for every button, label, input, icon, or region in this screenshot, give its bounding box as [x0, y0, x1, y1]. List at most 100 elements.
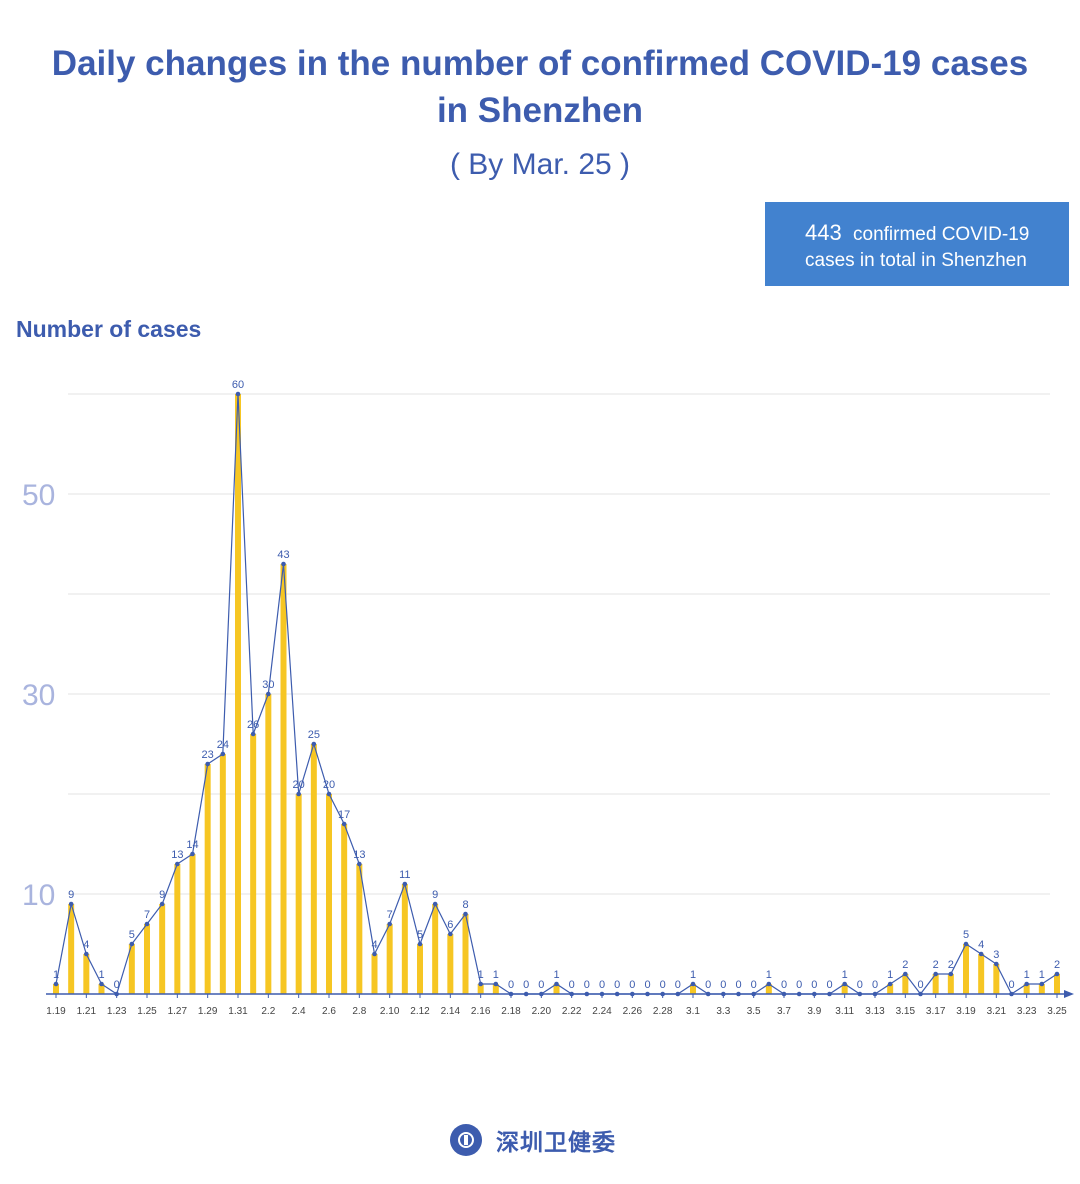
data-label: 14 [186, 839, 198, 851]
data-point [645, 991, 650, 997]
organization-name: 深圳卫健委 [496, 1130, 616, 1156]
data-label: 6 [447, 919, 453, 931]
data-label: 0 [660, 979, 666, 991]
x-tick-label: 2.8 [352, 1006, 366, 1017]
data-label: 8 [462, 899, 468, 911]
data-point [903, 971, 908, 977]
data-point [190, 851, 195, 857]
data-point [705, 991, 711, 997]
data-label: 0 [751, 979, 757, 991]
data-point [129, 941, 135, 947]
y-tick-label: 30 [22, 679, 55, 712]
x-tick-label: 1.23 [107, 1006, 127, 1017]
bar [1038, 984, 1045, 994]
data-point [796, 991, 802, 997]
data-point [872, 991, 878, 997]
data-point [630, 991, 635, 997]
data-label: 23 [202, 749, 214, 761]
x-axis-arrow [1064, 990, 1074, 998]
y-tick-label: 10 [22, 879, 55, 912]
bar [386, 924, 393, 994]
data-point [357, 861, 362, 867]
bar [765, 984, 772, 994]
data-label: 9 [432, 889, 438, 901]
bar [128, 944, 135, 994]
health-commission-logo-icon [450, 1124, 482, 1156]
data-label: 9 [159, 889, 165, 901]
data-label: 20 [293, 779, 305, 791]
data-point [736, 991, 741, 997]
x-tick-label: 2.20 [532, 1006, 552, 1017]
bar [447, 934, 454, 994]
data-point [1054, 971, 1060, 977]
x-tick-label: 2.2 [261, 1006, 275, 1017]
data-point [235, 391, 241, 397]
x-tick-label: 1.31 [228, 1006, 248, 1017]
data-label: 1 [553, 969, 559, 981]
data-label: 0 [826, 979, 832, 991]
x-tick-label: 3.25 [1047, 1006, 1067, 1017]
data-point [144, 921, 150, 927]
bar [204, 764, 211, 994]
bar [159, 904, 166, 994]
data-point [387, 921, 392, 927]
x-tick-label: 3.13 [865, 1006, 885, 1017]
data-point [812, 991, 817, 997]
data-point [220, 751, 226, 757]
x-tick-label: 3.1 [686, 1006, 700, 1017]
bar [1054, 974, 1060, 994]
data-point [311, 741, 317, 747]
bar [401, 884, 408, 994]
bar [68, 904, 75, 994]
total-cases-text2: cases in total in Shenzhen [805, 250, 1027, 271]
data-label: 2 [933, 959, 939, 971]
bar [887, 984, 894, 994]
data-point [341, 821, 347, 827]
data-label: 5 [417, 929, 423, 941]
data-label: 4 [978, 939, 984, 951]
bar [432, 904, 439, 994]
data-label: 0 [735, 979, 741, 991]
data-point [159, 901, 165, 907]
data-point [68, 901, 74, 907]
x-tick-label: 2.28 [653, 1006, 673, 1017]
bar [963, 944, 969, 994]
data-label: 9 [68, 889, 74, 901]
data-label: 0 [796, 979, 802, 991]
data-point [493, 981, 499, 987]
data-point [326, 791, 332, 797]
bar [219, 754, 226, 994]
data-label: 0 [811, 979, 817, 991]
data-label: 24 [217, 739, 229, 751]
data-label: 20 [323, 779, 335, 791]
total-cases-text1: confirmed COVID-19 [853, 224, 1030, 245]
data-label: 1 [1024, 969, 1030, 981]
bar [947, 974, 954, 994]
data-point [781, 991, 787, 997]
data-point [554, 981, 559, 987]
chart-title: Daily changes in the number of confirmed… [0, 40, 1080, 134]
data-point [675, 991, 681, 997]
x-tick-label: 3.15 [896, 1006, 916, 1017]
data-point [933, 971, 938, 977]
data-point [281, 561, 286, 567]
bar [978, 954, 985, 994]
data-label: 5 [129, 929, 135, 941]
bar [265, 694, 272, 994]
data-label: 0 [675, 979, 681, 991]
data-point [1024, 981, 1029, 987]
data-label: 3 [993, 949, 999, 961]
x-tick-label: 3.9 [807, 1006, 821, 1017]
chart-subtitle: ( By Mar. 25 ) [449, 148, 631, 181]
x-tick-label: 2.26 [623, 1006, 643, 1017]
chart-title-line1: Daily changes in the number of confirmed… [51, 44, 1029, 83]
data-label: 43 [277, 549, 289, 561]
x-tick-label: 2.4 [292, 1006, 306, 1017]
bar [690, 984, 696, 994]
data-label: 1 [98, 969, 104, 981]
data-point [918, 991, 923, 997]
total-cases-box: 443 confirmed COVID-19 cases in total in… [765, 202, 1069, 286]
data-label: 7 [144, 909, 150, 921]
data-label: 7 [387, 909, 393, 921]
